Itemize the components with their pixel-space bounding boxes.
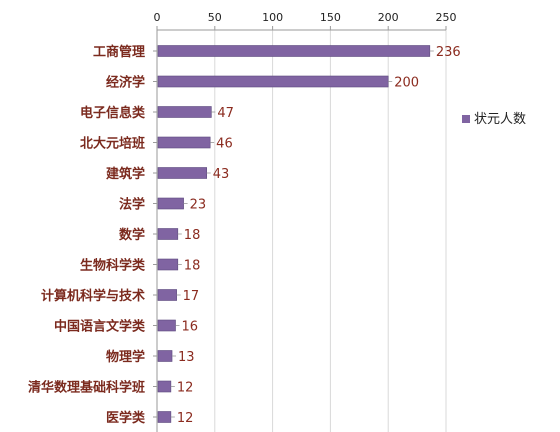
value-label: 47 bbox=[217, 106, 234, 121]
value-label: 23 bbox=[190, 198, 207, 213]
value-label: 16 bbox=[181, 320, 198, 335]
category-label: 北大元培班 bbox=[80, 136, 145, 152]
value-label: 13 bbox=[178, 350, 195, 365]
value-label: 18 bbox=[184, 259, 201, 274]
bar bbox=[157, 411, 172, 423]
value-label: 12 bbox=[177, 381, 194, 396]
x-tick-label: 200 bbox=[378, 11, 399, 24]
bar bbox=[157, 350, 173, 362]
value-label: 18 bbox=[184, 228, 201, 243]
bar bbox=[157, 258, 179, 271]
category-label: 医学类 bbox=[106, 410, 146, 426]
bar bbox=[157, 167, 208, 179]
bar bbox=[157, 380, 172, 393]
bar bbox=[157, 197, 184, 210]
x-tick-label: 150 bbox=[320, 11, 341, 24]
value-label: 17 bbox=[183, 289, 200, 304]
bar bbox=[157, 136, 211, 149]
legend-swatch bbox=[462, 115, 470, 123]
value-label: 200 bbox=[394, 76, 419, 91]
bar bbox=[157, 75, 389, 88]
legend-label: 状元人数 bbox=[474, 112, 526, 127]
value-label: 46 bbox=[216, 137, 233, 152]
category-label: 数学 bbox=[119, 227, 145, 243]
category-label: 工商管理 bbox=[93, 44, 145, 60]
bar bbox=[157, 228, 179, 240]
category-label: 中国语言文学类 bbox=[54, 319, 146, 335]
category-label: 生物科学类 bbox=[80, 258, 146, 274]
x-tick-label: 100 bbox=[262, 11, 283, 24]
category-label: 物理学 bbox=[106, 349, 145, 365]
bar bbox=[157, 45, 431, 57]
x-tick-label: 50 bbox=[208, 11, 222, 24]
value-label: 236 bbox=[436, 45, 461, 60]
bar bbox=[157, 289, 177, 301]
category-label: 电子信息类 bbox=[80, 105, 146, 121]
category-label: 建筑学 bbox=[106, 166, 145, 182]
category-label: 计算机科学与技术 bbox=[41, 288, 145, 304]
category-label: 清华数理基础科学班 bbox=[28, 380, 145, 396]
value-label: 43 bbox=[213, 167, 230, 182]
bar bbox=[157, 319, 176, 332]
value-label: 12 bbox=[177, 411, 194, 426]
bar bbox=[157, 106, 212, 118]
category-label: 法学 bbox=[119, 197, 145, 213]
category-label: 经济学 bbox=[106, 75, 145, 91]
x-tick-label: 250 bbox=[436, 11, 457, 24]
x-tick-label: 0 bbox=[154, 11, 161, 24]
